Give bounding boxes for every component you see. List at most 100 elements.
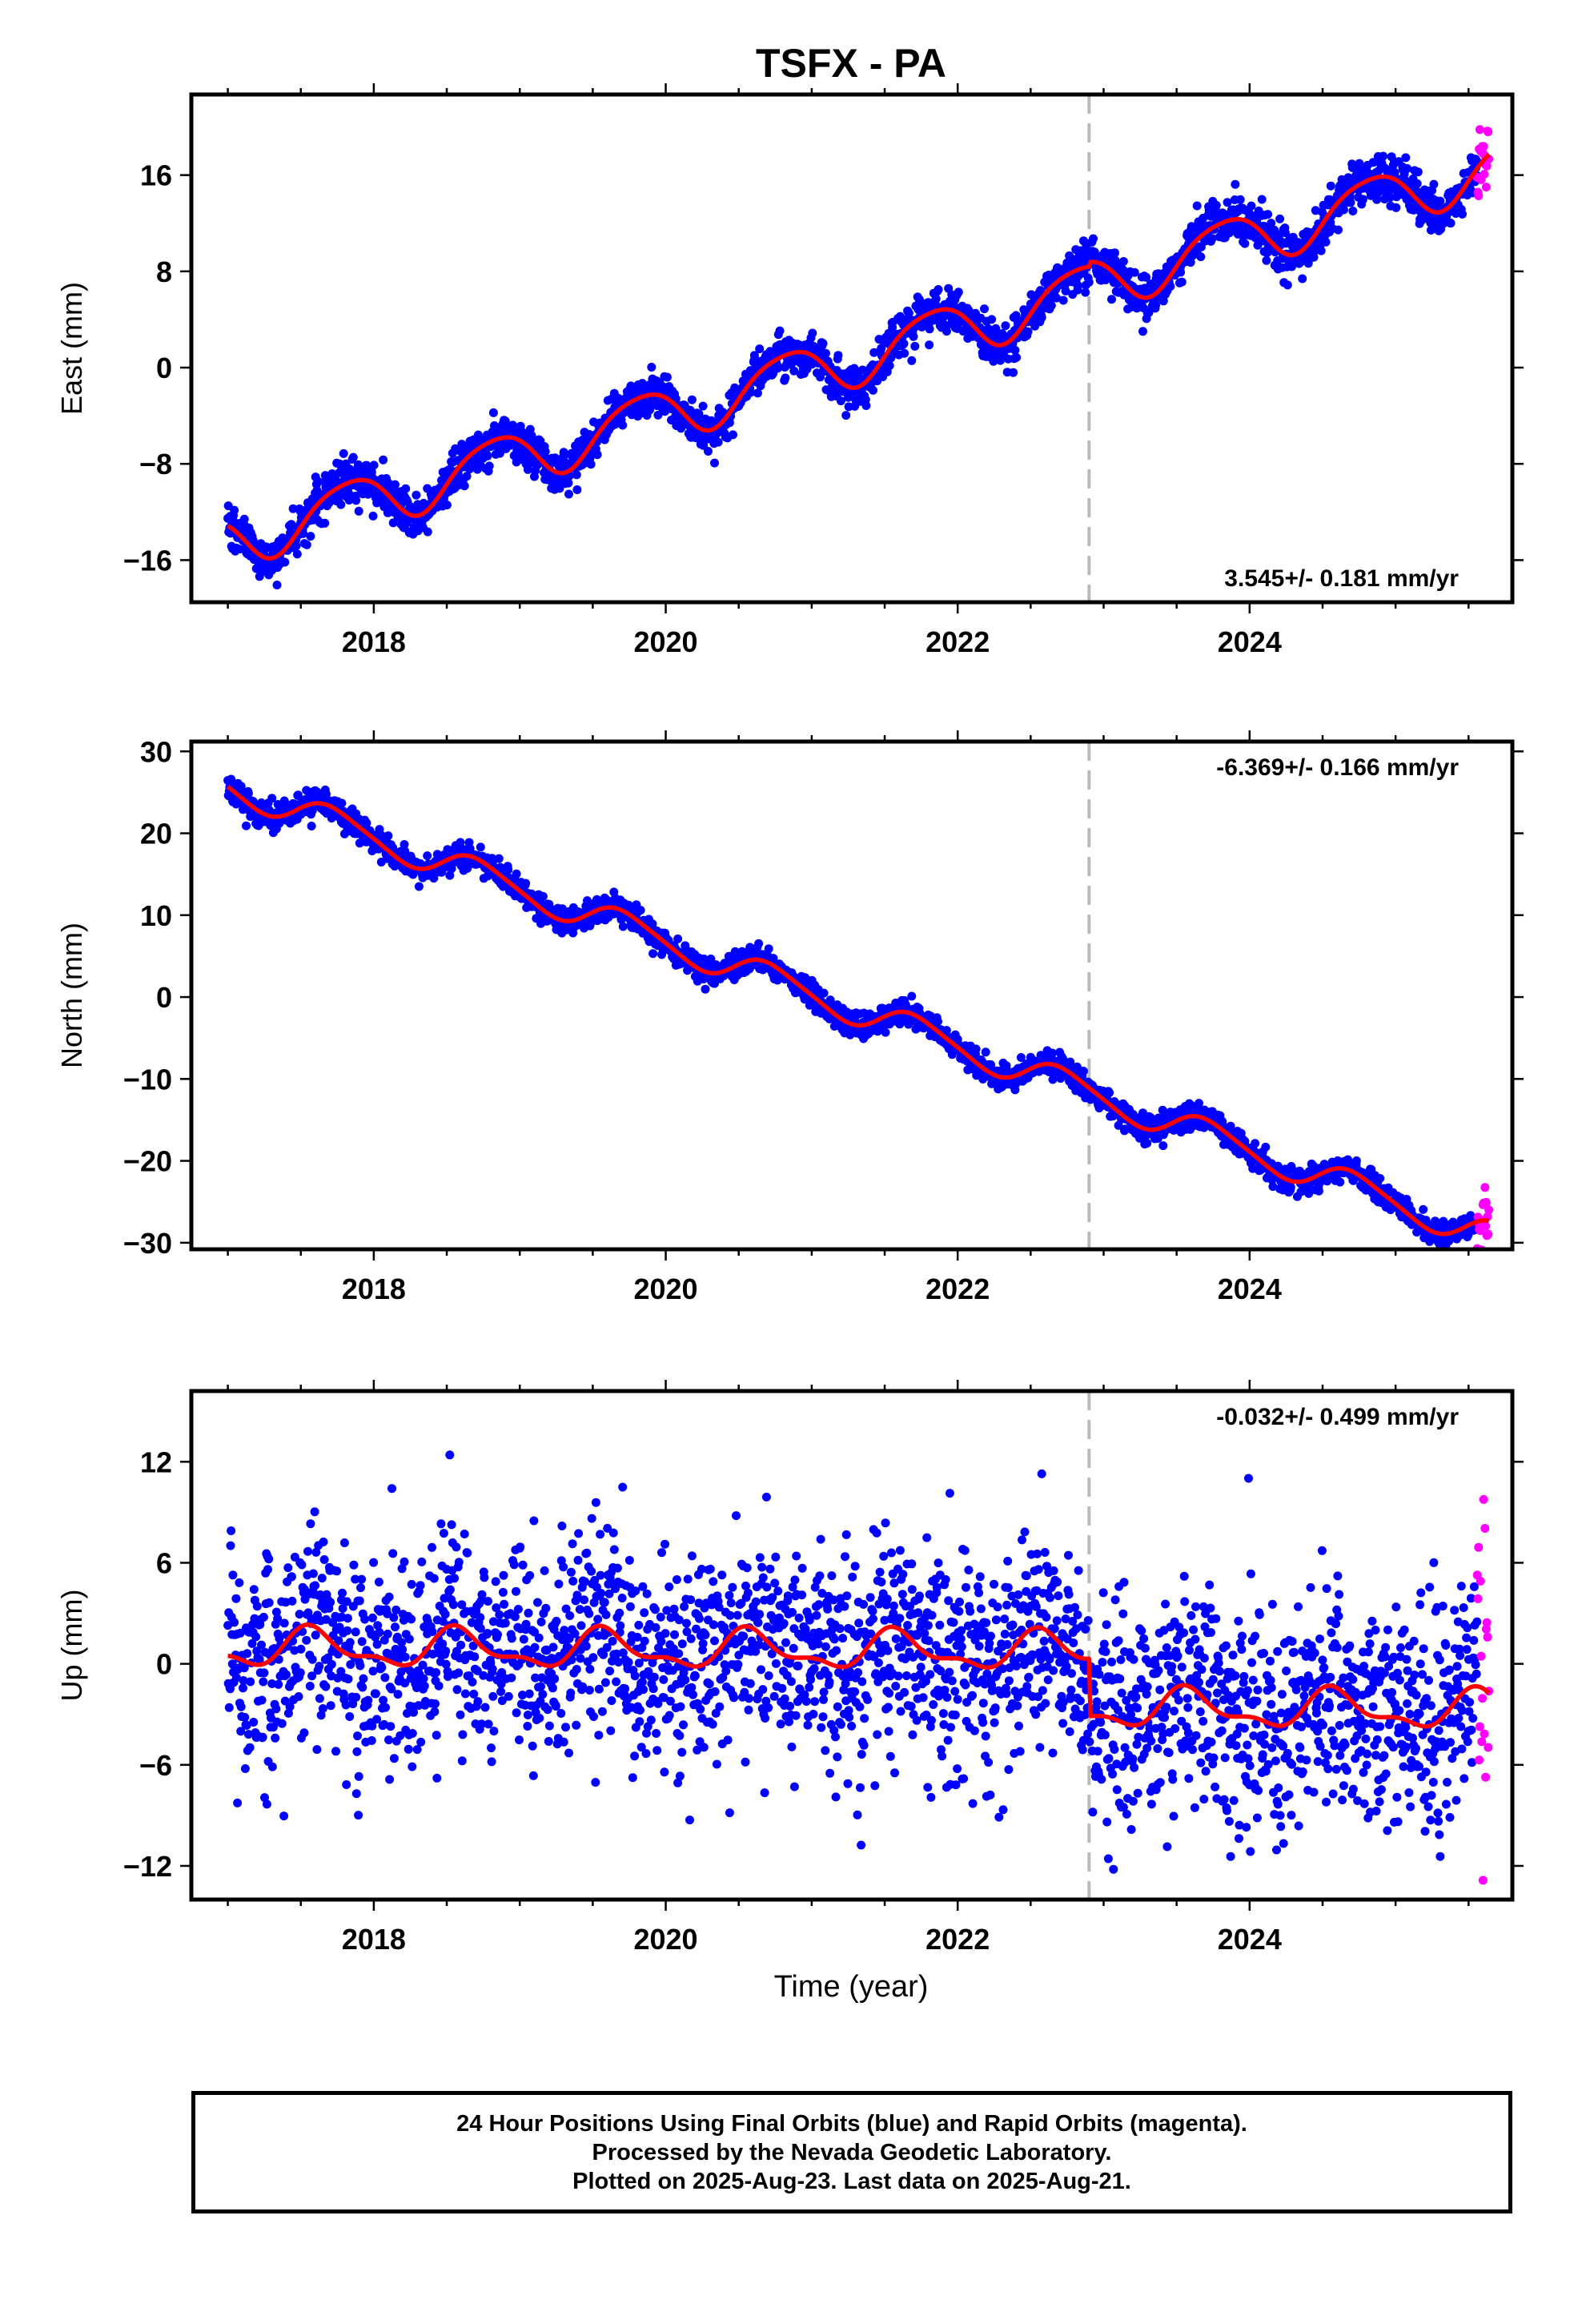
east-point-final: [484, 461, 494, 471]
east-point-final: [291, 541, 301, 551]
east-point-final: [462, 472, 472, 481]
east-point-final: [336, 500, 346, 509]
east-x-tick-label: 2018: [342, 625, 406, 658]
east-point-final: [704, 447, 713, 456]
east-point-final: [1223, 198, 1232, 207]
north-point-final: [327, 814, 336, 823]
east-point-final: [348, 452, 358, 462]
east-point-final: [1334, 225, 1343, 235]
east-point-final: [1316, 246, 1326, 255]
east-point-rapid: [1475, 125, 1484, 135]
north-point-final: [934, 1017, 942, 1026]
east-point-final: [1446, 219, 1456, 228]
east-point-final: [1240, 239, 1250, 248]
east-point-final: [313, 476, 323, 486]
east-point-final: [647, 363, 656, 372]
east-point-final: [306, 532, 315, 541]
north-point-final: [504, 865, 513, 875]
east-point-final: [749, 351, 759, 360]
east-point-rapid: [1480, 170, 1489, 179]
east-point-final: [1359, 195, 1367, 204]
east-point-final: [1368, 158, 1378, 167]
east-point-final: [841, 411, 851, 420]
east-point-final: [989, 356, 998, 366]
east-point-final: [1061, 286, 1070, 296]
east-point-final: [677, 424, 686, 433]
east-point-final: [818, 339, 828, 348]
east-point-final: [1403, 163, 1412, 173]
east-point-final: [287, 521, 297, 530]
east-point-final: [412, 490, 421, 500]
east-point-final: [1257, 195, 1267, 204]
east-point-rapid: [1484, 127, 1493, 137]
east-point-final: [354, 506, 363, 516]
east-point-final: [1130, 267, 1139, 277]
east-point-final: [775, 326, 785, 336]
east-point-final: [789, 366, 799, 376]
east-point-final: [687, 395, 697, 404]
east-point-final: [1275, 214, 1285, 223]
east-point-final: [877, 344, 886, 353]
north-point-final: [648, 919, 657, 929]
east-point-final: [900, 348, 909, 358]
east-point-final: [1235, 195, 1245, 204]
east-point-final: [618, 420, 628, 430]
east-point-final: [1429, 179, 1439, 189]
east-point-final: [369, 460, 379, 470]
north-point-final: [1375, 1174, 1385, 1183]
east-point-final: [1084, 277, 1094, 287]
east-point-final: [909, 332, 918, 341]
north-point-final: [1268, 1182, 1278, 1192]
figure-title: TSFX - PA: [756, 41, 946, 86]
north-point-final: [538, 891, 548, 901]
east-point-final: [302, 540, 311, 549]
east-point-final: [332, 477, 342, 486]
east-point-final: [1401, 153, 1411, 163]
east-x-tick-label: 2020: [633, 625, 697, 658]
east-point-final: [781, 373, 790, 383]
north-point-final: [1261, 1142, 1271, 1152]
east-point-final: [904, 308, 913, 318]
east-point-final: [755, 344, 765, 354]
east-point-final: [991, 324, 1001, 333]
east-point-final: [572, 470, 581, 480]
east-point-final: [1247, 201, 1256, 211]
east-point-final: [368, 511, 378, 521]
east-point-final: [836, 396, 845, 406]
north-point-final: [414, 882, 424, 891]
north-point-final: [819, 988, 829, 998]
north-point-final: [1105, 1088, 1114, 1097]
north-point-final: [701, 984, 710, 994]
east-point-final: [808, 328, 817, 338]
east-point-final: [925, 324, 934, 334]
east-point-final: [351, 496, 361, 505]
east-point-final: [391, 480, 400, 489]
east-point-final: [1166, 282, 1175, 292]
north-point-final: [624, 901, 634, 911]
east-point-final: [710, 458, 719, 468]
east-model-curve: [227, 153, 1491, 561]
east-point-final: [1192, 201, 1202, 211]
east-point-final: [899, 339, 909, 348]
north-point-final: [706, 954, 716, 963]
north-point-final: [400, 840, 409, 849]
north-point-final: [1078, 1067, 1088, 1076]
east-point-final: [1107, 295, 1116, 304]
east-point-final: [239, 514, 249, 524]
east-point-rapid: [1482, 161, 1492, 171]
north-point-final: [1195, 1099, 1203, 1108]
east-plot-frame: [189, 92, 1515, 605]
north-point-final: [1142, 1139, 1152, 1148]
east-y-tick-label: 0: [156, 352, 172, 384]
east-point-final: [379, 455, 388, 464]
east-point-final: [1052, 293, 1062, 303]
north-point-final: [293, 790, 303, 800]
north-point-final: [1047, 1048, 1057, 1058]
east-point-final: [1118, 257, 1128, 266]
north-point-final: [981, 1047, 990, 1057]
east-point-final: [954, 287, 963, 297]
east-rate-label: 3.545+/- 0.181 mm/yr: [1224, 565, 1459, 592]
east-point-final: [1391, 203, 1401, 212]
